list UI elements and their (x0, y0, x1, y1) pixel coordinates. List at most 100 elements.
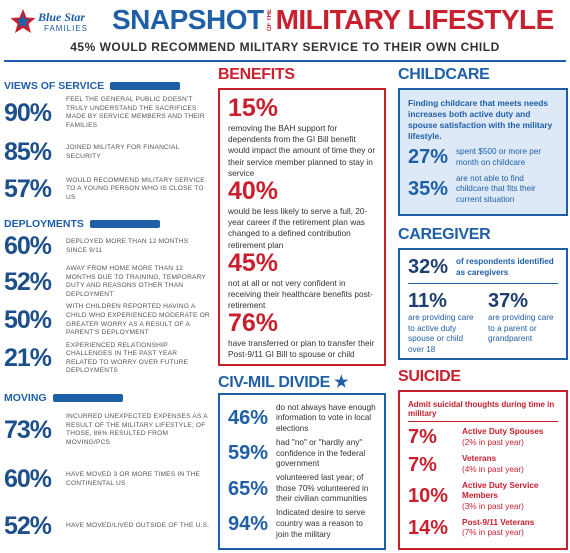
stat: 73% (4, 415, 52, 444)
stat: 57% (4, 175, 52, 204)
stat: 27% (408, 146, 449, 169)
stat-text: WOULD RECOMMEND MILITARY SERVICE TO A YO… (66, 176, 205, 201)
intro: Admit suicidal thoughts during time in m… (408, 400, 558, 423)
stat-text-group: Active Duty Spouses (2% in past year) (462, 427, 543, 448)
stat: 90% (4, 98, 52, 127)
deployments: DEPLOYMENTS 60% DEPLOYED MORE THAN 12 MONT… (4, 218, 210, 378)
stat-text: HAVE MOVED 3 OR MORE TIMES IN THE CONTIN… (66, 471, 201, 487)
benefit-item: 76% have transferred or plan to transfer … (228, 311, 376, 360)
stat: 21% (4, 344, 52, 373)
stat-row: 60% HAVE MOVED 3 OR MORE TIMES IN THE CON… (4, 465, 210, 494)
childcare-title: CHILDCARE (398, 66, 490, 83)
suicide-title: SUICIDE (398, 368, 461, 385)
stat: 11% (408, 290, 447, 312)
stat-row: 59% had "no" or "hardly any" confidence i… (228, 438, 376, 470)
stat-row: 73% INCURRED UNEXPECTED EXPENSES AS A RES… (4, 413, 210, 447)
stat-text: would be less likely to serve a full, 20… (228, 205, 368, 250)
section-title: VIEWS OF SERVICE (4, 80, 210, 92)
section-title: MOVING (4, 392, 210, 404)
stat-row: 90% FEEL THE GENERAL PUBLIC DOESN'T TRULY… (4, 96, 210, 130)
stat-text: HAVE MOVED/LIVED OUTSIDE OF THE U.S. (66, 522, 210, 530)
divider (4, 60, 566, 62)
stat-text: volunteered last year; of those 70% volu… (276, 473, 369, 504)
stat-note: (3% in past year) (462, 502, 524, 512)
caregiver-item: 37% are providing care to a parent or gra… (488, 290, 558, 356)
stat-text: not at all or not very confident in rece… (228, 277, 373, 311)
stat-note: (7% in past year) (462, 528, 524, 538)
stat-text-group: Post-9/11 Veterans (7% in past year) (462, 518, 534, 539)
civ-mil-title: CIV-MIL DIVIDE ★ (218, 372, 348, 392)
star-icon: ★ (334, 374, 349, 391)
stat-row: 65% volunteered last year; of those 70% v… (228, 473, 376, 505)
stat: 59% (228, 442, 269, 465)
stat-text: spent $500 or more per month on childcar… (456, 147, 542, 167)
title-part1: SNAPSHOT (112, 4, 264, 35)
stat-text-group: Active Duty Service Members (3% in past y… (462, 481, 558, 513)
stat-row: 52% HAVE MOVED/LIVED OUTSIDE OF THE U.S. (4, 512, 210, 541)
stat: 52% (4, 267, 52, 296)
stat: 7% (408, 426, 437, 449)
stat-row: 7% Active Duty Spouses (2% in past year) (408, 426, 558, 449)
caregiver-box: 32% of respondents identified as caregive… (398, 248, 568, 360)
stat: 45% (228, 248, 279, 277)
stat-text: Active Duty Spouses (462, 427, 544, 437)
stat: 85% (4, 138, 52, 167)
stat: 52% (4, 512, 52, 541)
caregiver-item: 11% are providing care to active duty spo… (408, 290, 478, 356)
stat-row: 7% Veterans (4% in past year) (408, 454, 558, 477)
stat-text: AWAY FROM HOME MORE THAN 12 MONTHS DUE T… (66, 265, 206, 298)
stat: 40% (228, 176, 279, 205)
views-of-service: VIEWS OF SERVICE 90% FEEL THE GENERAL PUBL… (4, 80, 210, 208)
stat-text: are providing care to active duty spouse… (408, 313, 474, 354)
stat-row: 60% DEPLOYED MORE THAN 12 MONTHS SINCE 9/… (4, 232, 210, 261)
item-list: 73% INCURRED UNEXPECTED EXPENSES AS A RES… (4, 404, 210, 550)
childcare-box: Finding childcare that meets needs incre… (398, 88, 568, 216)
stat-note: (2% in past year) (462, 437, 524, 447)
stat: 50% (4, 306, 52, 335)
item-list: 90% FEEL THE GENERAL PUBLIC DOESN'T TRULY… (4, 92, 210, 208)
stat-row: 50% WITH CHILDREN REPORTED HAVING A CHILD… (4, 303, 210, 337)
stat-row: 85% JOINED MILITARY FOR FINANCIAL SECURIT… (4, 138, 210, 167)
logo-line1: Blue Star (38, 10, 86, 24)
stat-text: Active Duty Service Members (462, 480, 539, 501)
stat-row: 10% Active Duty Service Members (3% in pas… (408, 481, 558, 513)
stat-text: removing the BAH support for dependents … (228, 123, 376, 178)
stat-text: Indicated desire to serve country was a … (276, 508, 366, 539)
stat-text: JOINED MILITARY FOR FINANCIAL SECURITY (66, 144, 180, 160)
benefit-item: 45% not at all or not very confident in r… (228, 248, 376, 312)
benefit-item: 40% would be less likely to serve a full,… (228, 176, 376, 251)
benefits-box: 15% removing the BAH support for dependen… (218, 88, 386, 366)
stat: 46% (228, 407, 269, 430)
stat-text: had "no" or "hardly any" confidence in t… (276, 437, 366, 469)
caregiver-title: CAREGIVER (398, 226, 491, 243)
suicide-box: Admit suicidal thoughts during time in m… (398, 390, 568, 550)
stat: 32% (408, 256, 449, 278)
stat-text: of respondents identified as caregivers (456, 256, 554, 277)
logo-line2: FAMILIES (44, 24, 89, 33)
stat-row: 46% do not always have enough information… (228, 403, 376, 435)
logo-star (10, 9, 36, 33)
stat-text: are providing care to a parent or grandp… (488, 313, 554, 344)
stat-row: 52% AWAY FROM HOME MORE THAN 12 MONTHS DU… (4, 265, 210, 299)
stat: 14% (408, 516, 449, 539)
stat: 35% (408, 178, 449, 201)
stat-row: 57% WOULD RECOMMEND MILITARY SERVICE TO A… (4, 175, 210, 204)
stat: 94% (228, 512, 269, 535)
stat-text: Veterans (462, 454, 497, 464)
stat-row: 14% Post-9/11 Veterans (7% in past year) (408, 517, 558, 540)
intro: Finding childcare that meets needs incre… (408, 98, 553, 141)
stat-text: Post-9/11 Veterans (462, 517, 535, 527)
stat-row: 32% of respondents identified as caregive… (408, 256, 558, 284)
civ-mil-box: 46% do not always have enough information… (218, 393, 386, 550)
stat-row: 35% are not able to find childcare that f… (408, 174, 558, 206)
stat-text: do not always have enough information to… (276, 402, 376, 433)
stat-text: have transferred or plan to transfer the… (228, 338, 375, 360)
stat-pair: 11% are providing care to active duty spo… (408, 290, 558, 356)
stat-text: EXPERIENCED RELATIONSHIP CHALLENGES IN T… (66, 341, 189, 375)
civ-mil-title-text: CIV-MIL DIVIDE (218, 374, 330, 391)
benefit-item: 15% removing the BAH support for dependen… (228, 96, 376, 179)
stat-text: DEPLOYED MORE THAN 12 MONTHS SINCE 9/11 (66, 237, 189, 254)
section-title: DEPLOYMENTS (4, 218, 210, 230)
stat: 76% (228, 309, 279, 338)
